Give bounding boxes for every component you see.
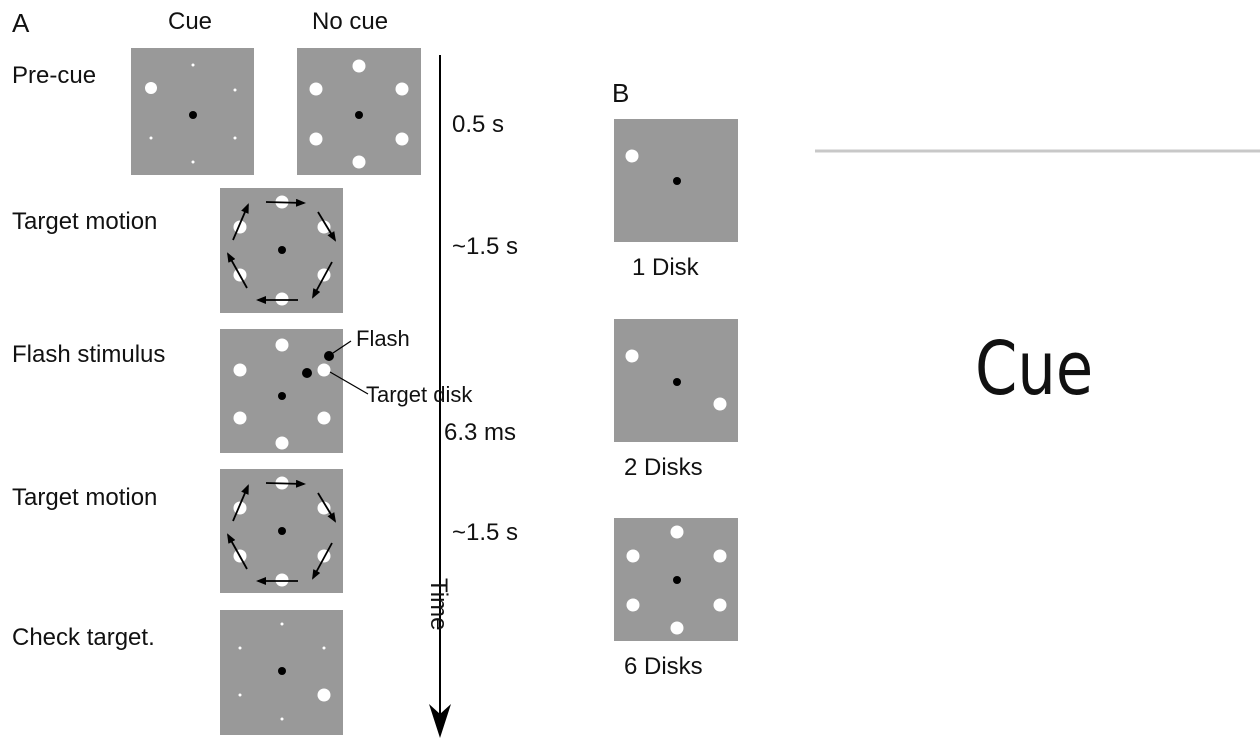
target-motion-panel-2 xyxy=(220,469,343,593)
two-disks-panel xyxy=(614,319,738,442)
precue-cue-panel xyxy=(131,48,254,175)
flash-leader xyxy=(332,340,352,354)
flash-dot-inner xyxy=(302,368,312,378)
target-disk-leader xyxy=(329,371,369,395)
duration-precue: 0.5 s xyxy=(452,111,505,138)
fixation-dot xyxy=(355,111,363,119)
precue-nocue-panel xyxy=(297,48,421,175)
target-motion-panel-1 xyxy=(220,188,343,313)
panel-a-letter: A xyxy=(12,8,30,38)
duration-flash: 6.3 ms xyxy=(444,419,517,446)
fixation-dot xyxy=(278,667,286,675)
condition-label-1-disk: 1 Disk xyxy=(632,254,699,281)
time-axis-label: Time xyxy=(425,578,452,631)
time-axis-arrowhead xyxy=(429,704,451,738)
row-label-precue: Pre-cue xyxy=(12,62,97,89)
column-header-no-cue: No cue xyxy=(312,8,389,35)
flash-stimulus-panel xyxy=(220,329,343,453)
motion-arrows xyxy=(227,198,337,304)
target-disk xyxy=(317,688,331,702)
target-disk xyxy=(317,363,331,377)
duration-target-motion-1: ~1.5 s xyxy=(452,233,519,260)
motion-arrows xyxy=(227,479,337,585)
fixation-dot xyxy=(673,177,681,185)
row-label-target-motion-1: Target motion xyxy=(12,208,158,235)
fixation-dot xyxy=(673,378,681,386)
condition-label-6-disks: 6 Disks xyxy=(624,653,703,680)
fixation-dot xyxy=(278,246,286,254)
cued-disk xyxy=(145,82,157,94)
flash-dot xyxy=(324,351,334,361)
flash-annotation: Flash xyxy=(356,326,410,351)
fixation-dot xyxy=(278,527,286,535)
row-label-flash-stimulus: Flash stimulus xyxy=(12,341,166,368)
column-header-cue: Cue xyxy=(168,8,213,35)
row-label-check-target: Check target. xyxy=(12,624,155,651)
condition-label-2-disks: 2 Disks xyxy=(624,454,703,481)
side-title: Cue xyxy=(975,326,1094,412)
check-target-panel xyxy=(220,610,343,735)
duration-target-motion-2: ~1.5 s xyxy=(452,519,519,546)
fixation-dot xyxy=(278,392,286,400)
six-disks-panel xyxy=(614,518,738,641)
row-label-target-motion-2: Target motion xyxy=(12,484,158,511)
fixation-dot xyxy=(189,111,197,119)
fixation-dot xyxy=(673,576,681,584)
target-disk-annotation: Target disk xyxy=(366,382,473,407)
panel-b-letter: B xyxy=(612,78,630,108)
one-disk-panel xyxy=(614,119,738,242)
